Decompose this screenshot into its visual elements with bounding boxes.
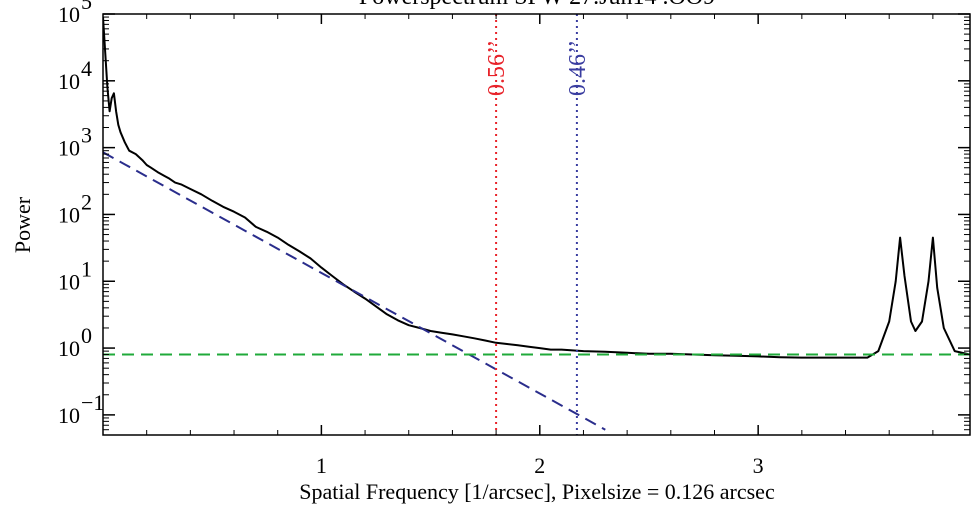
y-tick-label-0: 10 — [58, 403, 80, 428]
y-tick-exp-2: 1 — [81, 256, 92, 281]
chart-title: Powerspectrum SPW 27.Jun14 .OO9 — [359, 0, 715, 10]
y-tick-exp-1: 0 — [81, 323, 92, 348]
series-line-1 — [103, 151, 606, 431]
y-tick-exp-3: 2 — [81, 189, 92, 214]
vline-label-0: 0.56’’ — [484, 40, 510, 96]
y-tick-exp-4: 3 — [81, 123, 92, 148]
vline-layer: 0.56’’ 0.46’’ — [484, 14, 591, 435]
y-tick-exp-0: −1 — [81, 390, 104, 415]
x-axis-label: Spatial Frequency [1/arcsec], Pixelsize … — [299, 479, 775, 504]
plot-frame — [102, 13, 971, 436]
series-layer — [103, 17, 970, 431]
y-tick-label-5: 10 — [58, 69, 80, 94]
y-axis-label: Power — [10, 196, 35, 253]
y-tick-label-2: 10 — [58, 269, 80, 294]
y-tick-exp-5: 4 — [81, 56, 92, 81]
y-tick-exp-6: 5 — [81, 0, 92, 14]
x-tick-label-2: 3 — [753, 453, 764, 478]
y-tick-label-4: 10 — [58, 136, 80, 161]
x-tick-label-0: 1 — [316, 453, 327, 478]
y-tick-label-3: 10 — [58, 202, 80, 227]
series-line-0 — [103, 17, 970, 359]
y-tick-label-1: 10 — [58, 336, 80, 361]
y-tick-label-6: 10 — [58, 2, 80, 27]
vline-label-1: 0.46’’ — [565, 40, 591, 96]
x-tick-label-1: 2 — [534, 453, 545, 478]
